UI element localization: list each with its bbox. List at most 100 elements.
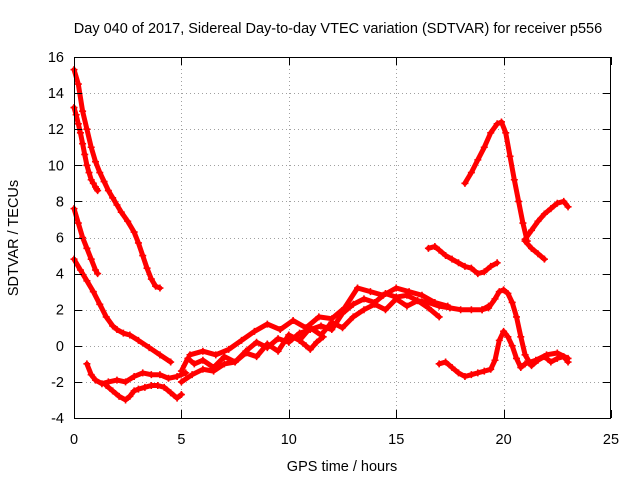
series-arc-12 xyxy=(461,118,531,245)
data-point xyxy=(504,289,512,297)
data-point xyxy=(341,304,349,312)
data-point xyxy=(487,262,495,270)
data-point xyxy=(480,268,488,276)
data-point xyxy=(147,275,155,283)
data-point xyxy=(339,324,346,332)
y-tick-label: 6 xyxy=(56,231,64,247)
data-point xyxy=(134,336,142,344)
data-point xyxy=(285,331,293,339)
data-point xyxy=(83,360,91,368)
data-point xyxy=(79,107,87,115)
data-point xyxy=(474,270,482,278)
data-point xyxy=(485,304,493,312)
data-point xyxy=(491,295,499,303)
data-point xyxy=(167,389,175,397)
data-point xyxy=(91,158,99,166)
x-tick-label: 0 xyxy=(70,432,78,448)
series-trail xyxy=(178,296,442,385)
data-point xyxy=(83,125,91,133)
series-trail xyxy=(522,238,547,262)
data-point xyxy=(102,382,110,390)
data-point xyxy=(186,351,194,359)
data-point xyxy=(81,150,89,158)
data-point xyxy=(474,156,482,164)
data-point xyxy=(454,259,462,267)
data-point xyxy=(328,326,336,334)
data-point xyxy=(315,313,323,321)
data-point xyxy=(79,140,87,148)
data-point xyxy=(100,178,108,186)
data-point xyxy=(263,320,271,328)
data-point xyxy=(534,250,542,258)
data-point xyxy=(147,371,155,379)
data-point xyxy=(76,129,84,137)
series-trail xyxy=(71,256,174,365)
data-point xyxy=(467,169,475,177)
data-point xyxy=(504,333,512,341)
data-point xyxy=(130,228,138,236)
data-point xyxy=(444,302,452,310)
series-arc-8 xyxy=(177,295,443,386)
data-point xyxy=(91,376,99,384)
data-point xyxy=(560,353,568,361)
data-point xyxy=(302,342,310,350)
data-point xyxy=(517,333,525,341)
data-point xyxy=(109,387,117,395)
chart-title: Day 040 of 2017, Sidereal Day-to-day VTE… xyxy=(74,21,602,37)
y-tick-label: 10 xyxy=(48,158,64,174)
data-point xyxy=(349,300,357,308)
data-point xyxy=(306,345,314,353)
y-tick-label: 12 xyxy=(48,122,64,138)
data-point xyxy=(79,234,87,241)
series-arc-16 xyxy=(478,286,572,370)
data-point xyxy=(212,351,220,359)
x-tick-label: 25 xyxy=(603,432,619,448)
data-point xyxy=(540,210,548,218)
data-point xyxy=(145,344,153,352)
data-point xyxy=(139,252,147,260)
data-point xyxy=(87,255,95,263)
data-point xyxy=(130,387,138,395)
data-point xyxy=(102,313,110,321)
data-point xyxy=(134,385,142,393)
data-point xyxy=(89,288,97,296)
data-point xyxy=(448,363,456,371)
data-point xyxy=(220,360,228,368)
data-point xyxy=(517,363,525,371)
series-arc-2 xyxy=(70,104,102,195)
y-tick-label: 14 xyxy=(48,86,64,102)
data-point xyxy=(115,392,123,400)
axis-ticks: 0 5 10 15 20 25 -4 -2 0 2 4 6 8 10 12 14 16 xyxy=(48,50,619,448)
data-point xyxy=(91,266,99,274)
series-trail xyxy=(462,119,530,244)
data-point xyxy=(188,371,196,379)
data-point xyxy=(94,270,102,278)
data-point xyxy=(302,324,310,332)
data-point xyxy=(508,342,516,350)
data-point xyxy=(134,239,142,247)
data-point xyxy=(182,369,190,377)
data-point xyxy=(296,336,304,344)
data-point xyxy=(126,392,134,400)
data-point xyxy=(83,277,91,285)
data-point xyxy=(113,376,121,384)
data-point xyxy=(74,80,82,88)
data-point xyxy=(528,226,536,234)
data-point xyxy=(354,284,362,292)
data-point xyxy=(435,313,443,321)
data-point xyxy=(493,120,501,128)
data-point xyxy=(83,161,91,169)
data-point xyxy=(424,244,432,252)
data-point xyxy=(478,306,486,314)
data-point xyxy=(424,304,432,312)
data-point xyxy=(534,356,542,364)
data-point xyxy=(467,306,475,314)
data-point xyxy=(540,353,548,361)
data-point xyxy=(448,255,456,263)
data-point xyxy=(512,313,520,321)
data-point xyxy=(515,197,523,205)
data-point xyxy=(480,367,488,375)
x-tick-label: 20 xyxy=(496,432,512,448)
data-point xyxy=(231,358,239,366)
